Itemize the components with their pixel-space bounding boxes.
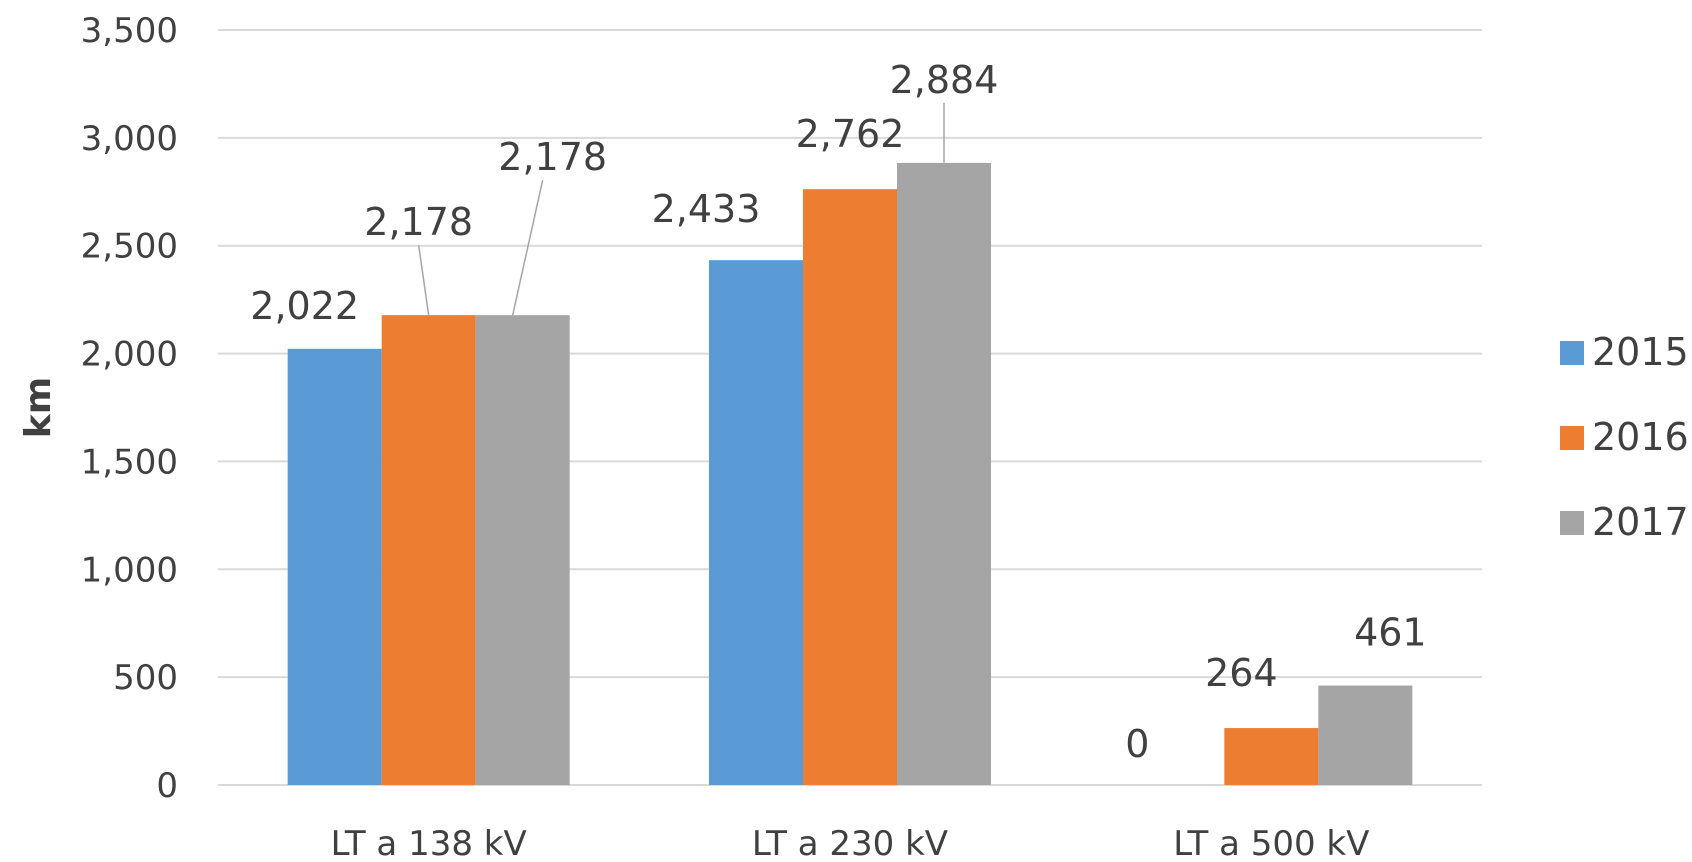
data-label: 2,022 (250, 284, 359, 328)
label-leader-line (417, 245, 430, 316)
bar-2017-2 (1318, 685, 1413, 785)
bar-2016-2 (1224, 728, 1319, 785)
bar-2017-1 (897, 162, 991, 785)
legend-swatch-2015 (1560, 341, 1584, 365)
y-tick-label: 0 (156, 766, 178, 806)
y-tick-label: 2,500 (81, 227, 178, 267)
legend-label: 2015 (1592, 330, 1689, 374)
legend-swatch-2017 (1560, 511, 1584, 535)
data-label: 2,884 (890, 58, 999, 102)
bar-2015-1 (709, 260, 803, 786)
y-axis-label: km (18, 377, 59, 438)
bar-2016-1 (803, 189, 897, 785)
legend-swatch-2016 (1560, 426, 1584, 450)
bar-2015-0 (287, 348, 382, 785)
legend: 2015 2016 2017 (1560, 330, 1689, 544)
bar-2017-0 (475, 315, 570, 785)
data-label: 2,433 (652, 187, 761, 231)
data-label: 2,178 (364, 200, 473, 244)
x-category-label: LT a 230 kV (752, 824, 948, 862)
y-tick-label: 3,000 (81, 119, 178, 159)
bars (287, 162, 1413, 786)
data-label: 2,178 (498, 135, 607, 179)
bar-2016-0 (381, 315, 476, 785)
data-label: 0 (1125, 722, 1149, 766)
y-tick-label: 3,500 (81, 11, 178, 51)
legend-label: 2016 (1592, 415, 1689, 459)
label-leader-lines (417, 102, 945, 316)
legend-label: 2017 (1592, 500, 1689, 544)
y-axis-ticks: 0 500 1,000 1,500 2,000 2,500 3,000 3,500 (81, 11, 178, 806)
y-tick-label: 500 (113, 658, 178, 698)
data-label: 264 (1205, 651, 1278, 695)
y-tick-label: 1,500 (81, 442, 178, 482)
label-leader-line (511, 180, 544, 316)
y-tick-label: 2,000 (81, 335, 178, 375)
data-label: 461 (1354, 611, 1427, 655)
x-axis-categories: LT a 138 kV LT a 230 kV LT a 500 kV (331, 824, 1370, 862)
y-tick-label: 1,000 (81, 550, 178, 590)
x-category-label: LT a 500 kV (1173, 824, 1369, 862)
x-category-label: LT a 138 kV (331, 824, 527, 862)
data-label: 2,762 (796, 112, 905, 156)
